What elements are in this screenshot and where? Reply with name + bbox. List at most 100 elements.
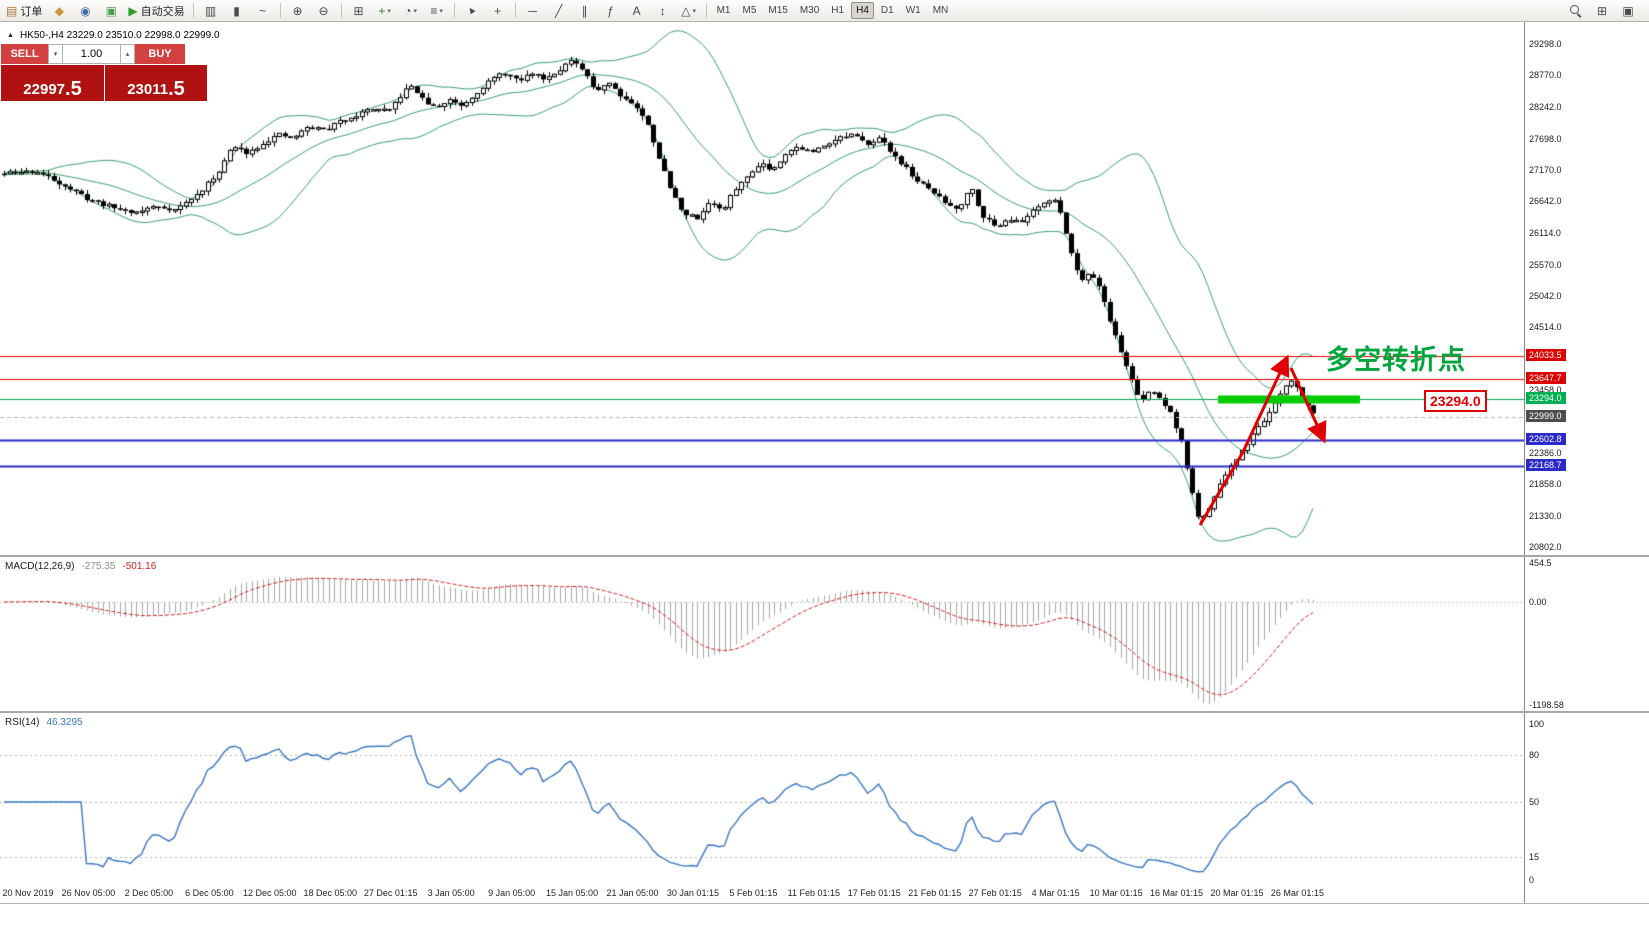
terminal-icon: ▣	[105, 3, 118, 18]
time-axis-label: 10 Mar 01:15	[1089, 888, 1143, 898]
price-axis[interactable]: 29298.0 28770.0 28242.0 27698.0 27170.0 26642…	[1525, 22, 1649, 903]
equidistant-channel-button[interactable]: ∥	[573, 2, 597, 20]
new-chart-button[interactable]: + ▾	[373, 2, 397, 20]
time-axis-label: 21 Jan 05:00	[606, 888, 659, 898]
price-axis-tick: 23458.0	[1529, 384, 1562, 395]
new-order-icon: ▤	[6, 3, 18, 18]
time-axis-label: 9 Jan 05:00	[488, 888, 536, 898]
market-watch-button[interactable]: ◆	[47, 2, 71, 20]
line-chart-icon: ~	[259, 3, 267, 18]
fibonacci-button[interactable]: ƒ	[599, 2, 623, 20]
timeframe-m30[interactable]: M30	[799, 5, 820, 16]
toolbar-separator	[453, 3, 455, 18]
crosshair-button[interactable]: +	[486, 2, 510, 20]
sell-price-box[interactable]: 22997 .5	[1, 65, 104, 101]
new-order-button[interactable]: ▤ 订单	[3, 2, 45, 20]
search-icon	[1570, 4, 1582, 17]
symbol-info: ▲ HK50-,H4 23229.0 23510.0 22998.0 22999…	[7, 30, 220, 41]
macd-main-value: -275.35	[81, 561, 116, 572]
buy-price-box[interactable]: 23011 .5	[105, 65, 207, 101]
timeframe-m15[interactable]: M15	[768, 5, 788, 16]
toolbar-separator	[705, 3, 707, 18]
panel-splitter-macd[interactable]	[0, 555, 1649, 557]
timeframe-d1[interactable]: D1	[880, 5, 894, 16]
timeframe-m1[interactable]: M1	[716, 5, 731, 16]
price-axis-tick: 26114.0	[1529, 227, 1561, 238]
buy-button[interactable]: BUY	[135, 44, 185, 64]
toolbar-separator	[514, 3, 516, 18]
profiles-button[interactable]: ◔ ▾	[399, 2, 423, 20]
time-axis-label: 30 Jan 01:15	[666, 888, 719, 898]
time-axis-label: 12 Dec 05:00	[243, 888, 297, 898]
navigator-button[interactable]: ◉	[73, 2, 97, 20]
dropdown-caret-icon: ▾	[692, 7, 696, 15]
panel-splitter-rsi[interactable]	[0, 711, 1649, 713]
arrows-button[interactable]: ↕	[651, 2, 675, 20]
shapes-icon: △	[681, 3, 691, 18]
timeframe-mn[interactable]: MN	[932, 5, 949, 16]
zoom-in-button[interactable]: ⊕	[286, 2, 310, 20]
rsi-indicator-label: RSI(14) 46.3295	[5, 717, 83, 728]
toolbar-separator	[279, 3, 281, 18]
rsi-scale-tick: 0	[1529, 875, 1535, 885]
rsi-scale-tick: 50	[1529, 797, 1540, 807]
price-axis-tick: 28770.0	[1529, 70, 1562, 81]
trendline-button[interactable]: ╱	[547, 2, 571, 20]
price-tag-label: 23294.0	[1424, 390, 1487, 412]
price-level-badge: 22168.7	[1526, 459, 1566, 472]
sell-price-frac: .5	[65, 78, 82, 100]
chart-window: ▲ HK50-,H4 23229.0 23510.0 22998.0 22999…	[0, 22, 1649, 944]
rsi-scale-tick: 80	[1529, 750, 1540, 761]
bar-chart-icon: ▥	[204, 3, 217, 18]
time-axis-label: 20 Mar 01:15	[1210, 888, 1264, 898]
candlestick-chart-button[interactable]: ▮	[225, 2, 249, 20]
restore-window-button[interactable]: ▣	[1616, 2, 1640, 20]
window-list-icon: ⊞	[1596, 3, 1608, 18]
timeframe-h1[interactable]: H1	[831, 5, 845, 16]
terminal-button[interactable]: ▣	[99, 2, 123, 20]
autotrade-button[interactable]: ▶ 自动交易	[125, 2, 187, 20]
bar-chart-button[interactable]: ▥	[199, 2, 223, 20]
time-axis-border	[0, 903, 1649, 904]
volume-decrease-button[interactable]: ▾	[48, 44, 63, 64]
time-axis-label: 20 Nov 2019	[2, 888, 54, 898]
zoom-out-button[interactable]: ⊖	[312, 2, 336, 20]
shapes-button[interactable]: △ ▾	[677, 2, 701, 20]
toolbar-separator	[340, 3, 342, 18]
text-button[interactable]: A	[625, 2, 649, 20]
volume-input[interactable]: 1.00	[63, 44, 120, 64]
horizontal-line-icon: ─	[528, 3, 537, 18]
volume-increase-button[interactable]: ▴	[120, 44, 135, 64]
oneclick-collapse-icon[interactable]: ▲	[7, 32, 14, 39]
macd-panel-canvas[interactable]	[0, 557, 1524, 711]
arrows-icon: ↕	[659, 3, 666, 18]
window-list-button[interactable]: ⊞	[1590, 2, 1614, 20]
line-chart-button[interactable]: ~	[251, 2, 275, 20]
timeframe-h4[interactable]: H4	[851, 2, 874, 19]
sell-button[interactable]: SELL	[1, 44, 48, 64]
time-axis-label: 16 Mar 01:15	[1150, 888, 1204, 898]
sell-price: 22997	[23, 81, 66, 98]
price-level-badge: 24033.5	[1526, 348, 1566, 361]
macd-scale-tick: 0.00	[1529, 597, 1547, 607]
macd-name: MACD(12,26,9)	[5, 561, 75, 572]
price-axis-tick: 22386.0	[1529, 448, 1562, 459]
rsi-panel-canvas[interactable]	[0, 713, 1524, 885]
chart-properties-button[interactable]: ≡ ▾	[425, 2, 449, 20]
time-axis[interactable]: 20 Nov 2019 26 Nov 05:00 2 Dec 05:00 6 Dec …	[0, 885, 1524, 903]
price-axis-border	[1524, 22, 1525, 903]
toolbar-separator	[192, 3, 194, 18]
time-axis-label: 21 Feb 01:15	[908, 888, 962, 898]
timeframe-w1[interactable]: W1	[905, 5, 921, 16]
search-button[interactable]	[1564, 2, 1588, 20]
cursor-button[interactable]: ▲	[460, 2, 484, 20]
time-axis-label: 15 Jan 05:00	[546, 888, 599, 898]
new-chart-icon: +	[378, 3, 386, 18]
dropdown-caret-icon: ▾	[413, 7, 417, 15]
price-axis-tick: 26642.0	[1529, 196, 1562, 207]
tile-windows-button[interactable]: ⊞	[347, 2, 371, 20]
horizontal-line-button[interactable]: ─	[521, 2, 545, 20]
timeframe-m5[interactable]: M5	[742, 5, 757, 16]
main-chart-canvas[interactable]	[0, 22, 1524, 555]
time-axis-label: 11 Feb 01:15	[787, 888, 841, 898]
